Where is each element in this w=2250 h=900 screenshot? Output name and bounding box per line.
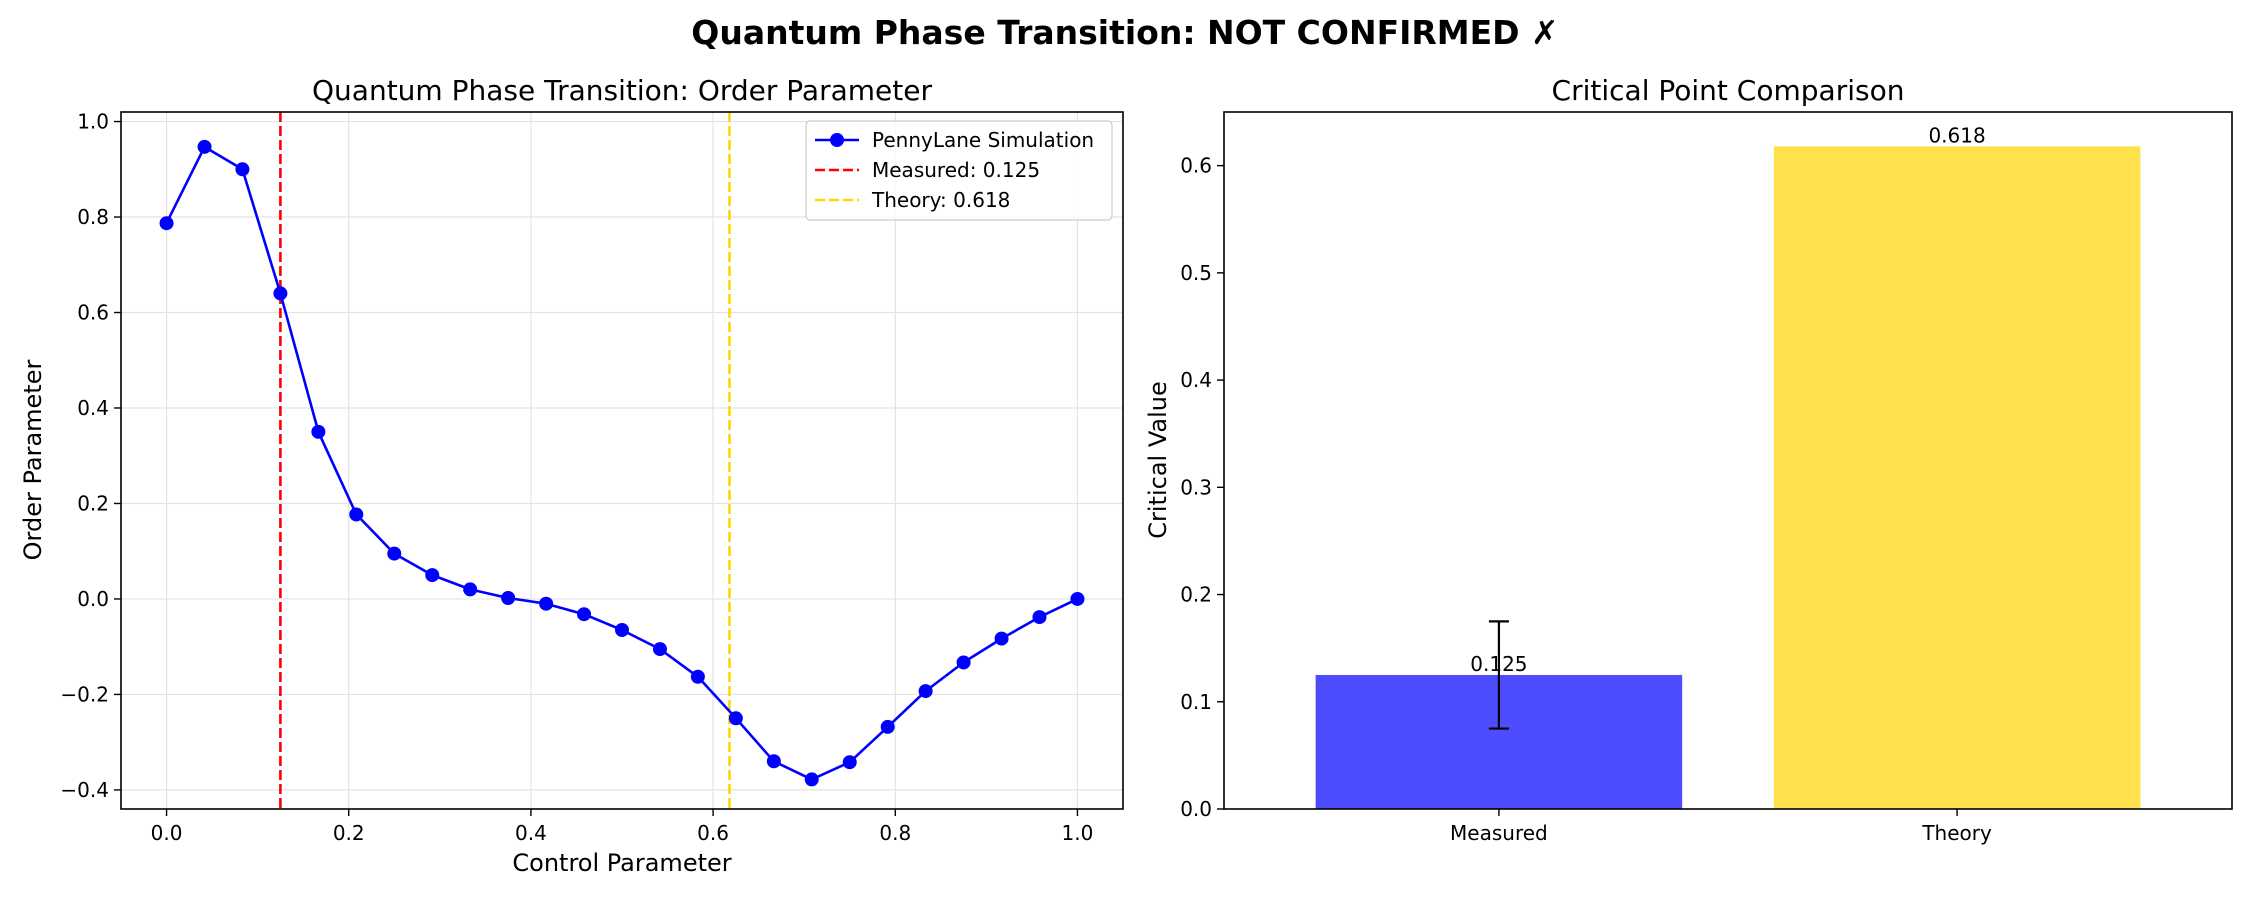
bar-chart-frame: [1223, 111, 2233, 810]
x-tick-label: 0.6: [697, 821, 729, 845]
bar-value-label: 0.618: [1928, 123, 1985, 147]
data-point: [842, 755, 857, 770]
data-point: [159, 216, 174, 231]
data-point: [956, 655, 971, 670]
x-tick-label: Theory: [1921, 821, 1992, 845]
line-chart-title: Quantum Phase Transition: Order Paramete…: [312, 74, 932, 107]
line-chart: 0.0 0.2 0.4 0.6 0.8 1.0 −0.4−0.20.00.20.40.60…: [19, 74, 1124, 877]
line-chart-frame: [120, 111, 1124, 810]
line-chart-x-ticks: 0.0 0.2 0.4 0.6 0.8 1.0: [151, 809, 1094, 845]
bar-chart-y-axis-label: Critical Value: [1144, 381, 1172, 538]
figure-suptitle: Quantum Phase Transition: NOT CONFIRMED …: [691, 13, 1558, 52]
data-point: [615, 622, 629, 637]
y-tick-label: 0.1: [1180, 690, 1212, 714]
y-tick-label: 0.3: [1180, 475, 1212, 499]
data-point: [994, 631, 1009, 646]
data-point: [880, 719, 895, 734]
bar-theory: [1773, 146, 2141, 809]
y-tick-label: 0.6: [1180, 154, 1212, 178]
y-tick-label: −0.4: [60, 778, 109, 802]
data-point: [728, 711, 743, 726]
legend-label-measured: Measured: 0.125: [872, 158, 1040, 182]
x-tick-label: 0.0: [151, 821, 183, 845]
y-tick-label: 0.0: [1180, 797, 1212, 821]
x-tick-label: 0.8: [879, 821, 911, 845]
line-chart-legend: PennyLane Simulation Measured: 0.125 The…: [805, 120, 1113, 221]
x-tick-label: 1.0: [1062, 821, 1094, 845]
data-point: [918, 684, 933, 699]
data-point: [690, 669, 705, 684]
line-chart-y-ticks: −0.4 −0.2 0.0 0.2 0.4 0.6 0.8 1.0: [60, 110, 121, 802]
y-tick-label: −0.2: [60, 682, 109, 706]
bar-chart-y-ticks: 0.0 0.1 0.2 0.3 0.4 0.5 0.6: [1180, 154, 1224, 821]
y-tick-label: 1.0: [77, 110, 109, 134]
y-tick-label: 0.5: [1180, 261, 1212, 285]
data-point: [1032, 610, 1047, 625]
data-point: [197, 139, 212, 154]
data-point: [463, 582, 478, 597]
line-chart-grid: [121, 112, 1123, 809]
bar-chart-title: Critical Point Comparison: [1552, 74, 1905, 107]
data-point: [804, 772, 819, 787]
data-point: [766, 754, 781, 769]
data-point: [273, 286, 288, 301]
bar-value-label: 0.125: [1470, 652, 1527, 676]
data-point: [387, 546, 402, 561]
y-tick-label: 0.8: [77, 205, 109, 229]
legend-box: [805, 120, 1113, 221]
line-chart-y-axis-label: Order Parameter: [19, 360, 47, 561]
legend-label-simulation: PennyLane Simulation: [872, 128, 1094, 152]
y-tick-label: 0.2: [77, 491, 109, 515]
y-tick-label: 0.2: [1180, 583, 1212, 607]
data-point: [311, 424, 326, 439]
data-point: [539, 596, 554, 611]
bar-chart-x-ticks: Measured Theory: [1450, 809, 1992, 845]
x-tick-label: 0.2: [333, 821, 365, 845]
y-tick-label: 0.4: [1180, 368, 1212, 392]
line-chart-x-axis-label: Control Parameter: [512, 849, 731, 877]
y-tick-label: 0.4: [77, 396, 109, 420]
y-tick-label: 0.0: [77, 587, 109, 611]
legend-label-theory: Theory: 0.618: [871, 188, 1010, 212]
data-point: [425, 568, 440, 583]
data-point: [652, 642, 667, 657]
data-point: [349, 507, 364, 522]
line-chart-reference-lines: [279, 112, 731, 809]
data-point: [577, 607, 592, 622]
x-tick-label: Measured: [1450, 821, 1548, 845]
data-point: [1070, 591, 1085, 606]
data-point: [501, 590, 516, 605]
bar-chart-bars: 0.125 0.618: [1315, 123, 2141, 809]
data-point: [235, 162, 250, 177]
y-tick-label: 0.6: [77, 301, 109, 325]
x-tick-label: 0.4: [515, 821, 547, 845]
legend-marker-simulation: [830, 133, 844, 147]
line-chart-series: [159, 139, 1085, 787]
